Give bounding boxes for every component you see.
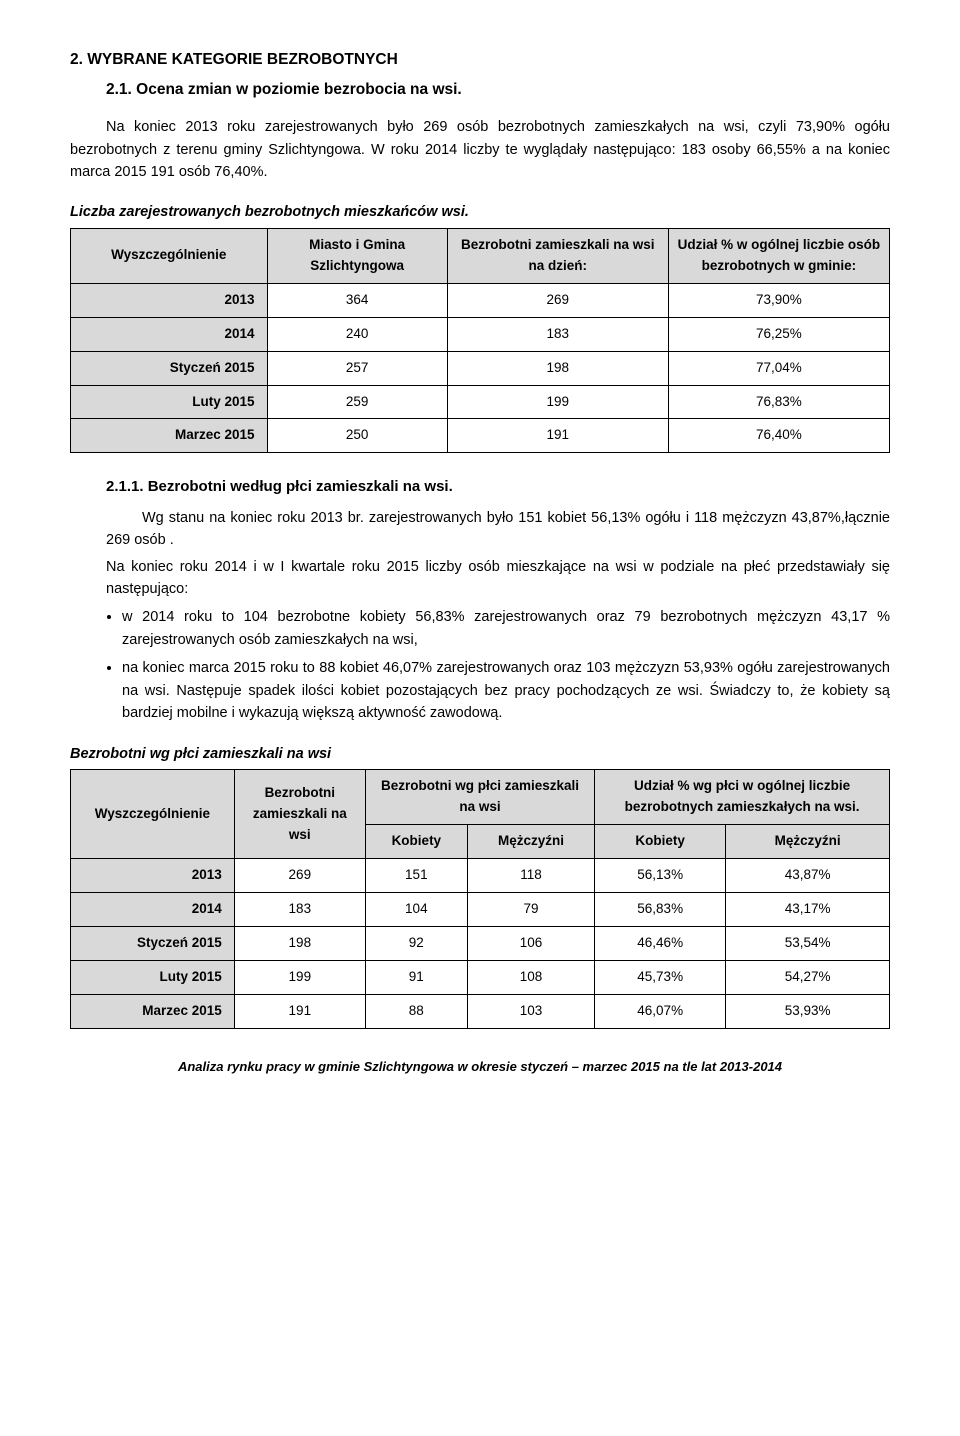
cell: 198 bbox=[234, 926, 365, 960]
subsubsection-heading: 2.1.1. Bezrobotni według płci zamieszkal… bbox=[106, 475, 890, 498]
table1-h3: Bezrobotni zamieszkali na wsi na dzień: bbox=[447, 228, 668, 283]
cell: 104 bbox=[365, 892, 467, 926]
cell: 56,83% bbox=[595, 892, 726, 926]
table2-h1: Wyszczególnienie bbox=[71, 770, 235, 859]
cell: 240 bbox=[267, 317, 447, 351]
cell: 77,04% bbox=[668, 351, 889, 385]
cell: 45,73% bbox=[595, 960, 726, 994]
cell: 54,27% bbox=[726, 960, 890, 994]
row-label: Marzec 2015 bbox=[71, 419, 268, 453]
table2-h4: Udział % wg płci w ogólnej liczbie bezro… bbox=[595, 770, 890, 825]
table-row: Marzec 2015 191 88 103 46,07% 53,93% bbox=[71, 994, 890, 1028]
paragraph: Na koniec roku 2014 i w I kwartale roku … bbox=[106, 556, 890, 601]
table-row: 2013 364 269 73,90% bbox=[71, 283, 890, 317]
table1-h4: Udział % w ogólnej liczbie osób bezrobot… bbox=[668, 228, 889, 283]
table-row: Styczeń 2015 257 198 77,04% bbox=[71, 351, 890, 385]
cell: 43,87% bbox=[726, 859, 890, 893]
cell: 269 bbox=[234, 859, 365, 893]
cell: 191 bbox=[447, 419, 668, 453]
cell: 53,93% bbox=[726, 994, 890, 1028]
cell: 46,46% bbox=[595, 926, 726, 960]
cell: 106 bbox=[467, 926, 594, 960]
row-label: Luty 2015 bbox=[71, 385, 268, 419]
table2-h2: Bezrobotni zamieszkali na wsi bbox=[234, 770, 365, 859]
table-row: 2014 183 104 79 56,83% 43,17% bbox=[71, 892, 890, 926]
table-row: 2013 269 151 118 56,13% 43,87% bbox=[71, 859, 890, 893]
cell: 92 bbox=[365, 926, 467, 960]
cell: 364 bbox=[267, 283, 447, 317]
list-item: na koniec marca 2015 roku to 88 kobiet 4… bbox=[122, 657, 890, 724]
cell: 91 bbox=[365, 960, 467, 994]
cell: 191 bbox=[234, 994, 365, 1028]
table-row: Styczeń 2015 198 92 106 46,46% 53,54% bbox=[71, 926, 890, 960]
table2-hm2: Mężczyźni bbox=[726, 825, 890, 859]
cell: 79 bbox=[467, 892, 594, 926]
cell: 76,83% bbox=[668, 385, 889, 419]
row-label: Marzec 2015 bbox=[71, 994, 235, 1028]
table-row: Marzec 2015 250 191 76,40% bbox=[71, 419, 890, 453]
table2-h3: Bezrobotni wg płci zamieszkali na wsi bbox=[365, 770, 594, 825]
row-label: 2013 bbox=[71, 859, 235, 893]
table2-title: Bezrobotni wg płci zamieszkali na wsi bbox=[70, 743, 890, 765]
cell: 56,13% bbox=[595, 859, 726, 893]
table2-hm1: Mężczyźni bbox=[467, 825, 594, 859]
cell: 257 bbox=[267, 351, 447, 385]
table-row: Luty 2015 259 199 76,83% bbox=[71, 385, 890, 419]
cell: 198 bbox=[447, 351, 668, 385]
row-label: Luty 2015 bbox=[71, 960, 235, 994]
table1-h1: Wyszczególnienie bbox=[71, 228, 268, 283]
table2-hk2: Kobiety bbox=[595, 825, 726, 859]
list-item: w 2014 roku to 104 bezrobotne kobiety 56… bbox=[122, 606, 890, 651]
table-registered-unemployed: Wyszczególnienie Miasto i Gmina Szlichty… bbox=[70, 228, 890, 453]
paragraph: Wg stanu na koniec roku 2013 br. zarejes… bbox=[106, 507, 890, 552]
row-label: Styczeń 2015 bbox=[71, 351, 268, 385]
cell: 259 bbox=[267, 385, 447, 419]
row-label: Styczeń 2015 bbox=[71, 926, 235, 960]
bullet-list: w 2014 roku to 104 bezrobotne kobiety 56… bbox=[70, 606, 890, 724]
cell: 108 bbox=[467, 960, 594, 994]
table-row: Luty 2015 199 91 108 45,73% 54,27% bbox=[71, 960, 890, 994]
intro-paragraph: Na koniec 2013 roku zarejestrowanych był… bbox=[70, 116, 890, 183]
cell: 269 bbox=[447, 283, 668, 317]
cell: 199 bbox=[447, 385, 668, 419]
cell: 76,25% bbox=[668, 317, 889, 351]
cell: 103 bbox=[467, 994, 594, 1028]
cell: 73,90% bbox=[668, 283, 889, 317]
table1-h2: Miasto i Gmina Szlichtyngowa bbox=[267, 228, 447, 283]
page-footer: Analiza rynku pracy w gminie Szlichtyngo… bbox=[70, 1057, 890, 1077]
row-label: 2013 bbox=[71, 283, 268, 317]
cell: 151 bbox=[365, 859, 467, 893]
cell: 46,07% bbox=[595, 994, 726, 1028]
row-label: 2014 bbox=[71, 317, 268, 351]
cell: 53,54% bbox=[726, 926, 890, 960]
cell: 250 bbox=[267, 419, 447, 453]
subsection-heading: 2.1. Ocena zmian w poziomie bezrobocia n… bbox=[106, 78, 890, 102]
row-label: 2014 bbox=[71, 892, 235, 926]
cell: 76,40% bbox=[668, 419, 889, 453]
section-heading: 2. WYBRANE KATEGORIE BEZROBOTNYCH bbox=[70, 48, 890, 72]
table1-title: Liczba zarejestrowanych bezrobotnych mie… bbox=[70, 201, 890, 223]
table-row: 2014 240 183 76,25% bbox=[71, 317, 890, 351]
table-unemployed-by-gender: Wyszczególnienie Bezrobotni zamieszkali … bbox=[70, 769, 890, 1028]
cell: 199 bbox=[234, 960, 365, 994]
cell: 88 bbox=[365, 994, 467, 1028]
table2-hk1: Kobiety bbox=[365, 825, 467, 859]
cell: 118 bbox=[467, 859, 594, 893]
cell: 43,17% bbox=[726, 892, 890, 926]
cell: 183 bbox=[234, 892, 365, 926]
cell: 183 bbox=[447, 317, 668, 351]
